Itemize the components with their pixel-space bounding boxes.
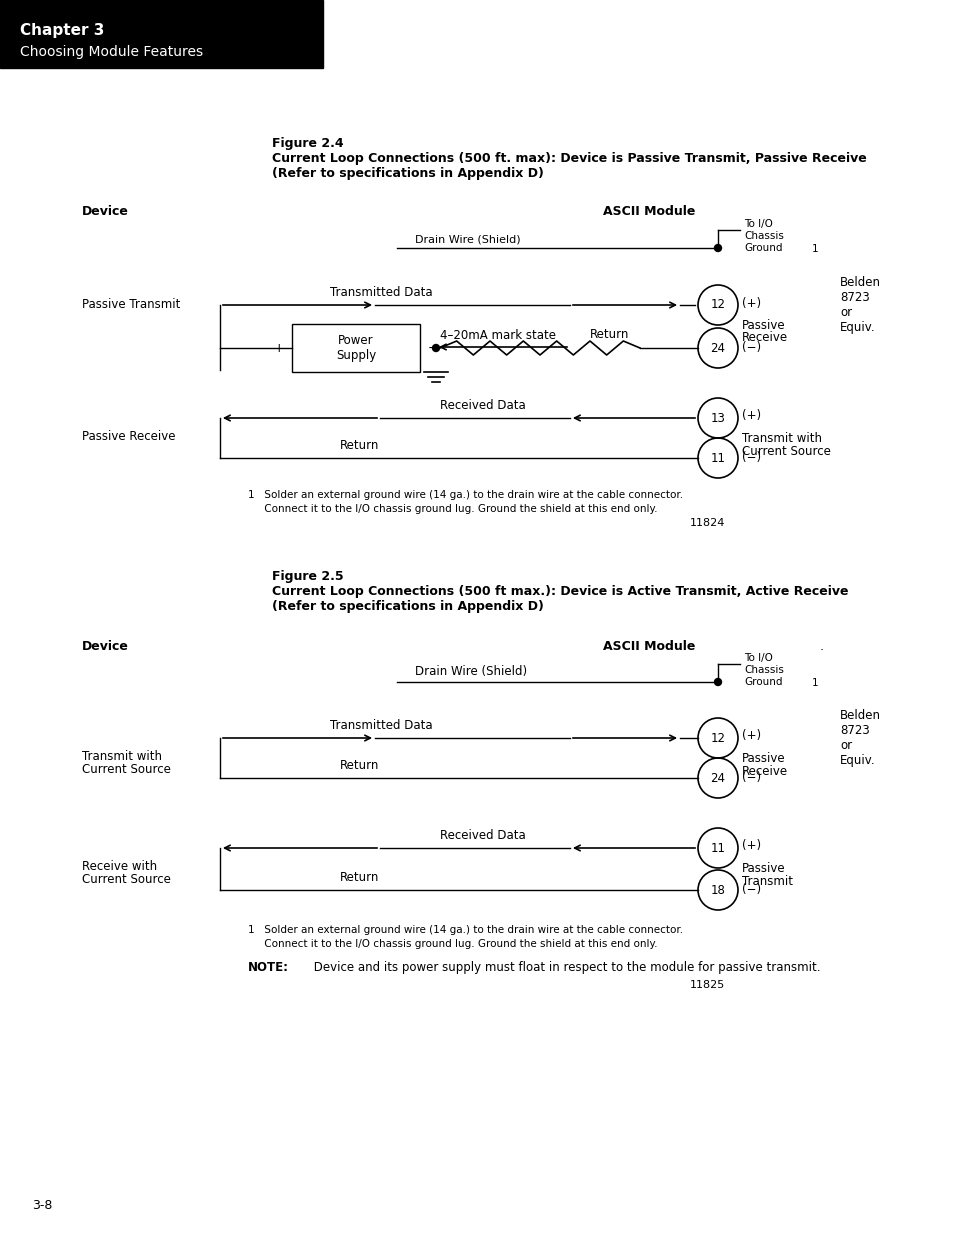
Text: Belden
8723
or
Equiv.: Belden 8723 or Equiv. [840, 709, 880, 767]
Text: (Refer to specifications in Appendix D): (Refer to specifications in Appendix D) [272, 167, 543, 180]
Text: Passive: Passive [741, 862, 785, 876]
Text: Drain Wire (Shield): Drain Wire (Shield) [415, 664, 527, 678]
Text: (+): (+) [741, 840, 760, 852]
Text: Received Data: Received Data [439, 399, 525, 412]
Text: Receive: Receive [741, 764, 787, 778]
Text: 3-8: 3-8 [32, 1199, 52, 1212]
Text: Current Source: Current Source [82, 763, 171, 776]
Text: Return: Return [340, 760, 379, 772]
Text: 1: 1 [811, 678, 818, 688]
Text: Transmitted Data: Transmitted Data [330, 719, 432, 732]
Text: 4–20mA mark state: 4–20mA mark state [439, 329, 556, 342]
Circle shape [432, 345, 439, 352]
Text: 24: 24 [710, 772, 724, 784]
Text: Power
Supply: Power Supply [335, 333, 375, 362]
Text: Transmitted Data: Transmitted Data [330, 287, 432, 299]
Text: (−): (−) [741, 883, 760, 897]
Text: Transmit: Transmit [741, 876, 792, 888]
Text: (−): (−) [741, 342, 760, 354]
Text: Transmit with: Transmit with [741, 432, 821, 445]
Text: 13: 13 [710, 411, 724, 425]
Text: Figure 2.4: Figure 2.4 [272, 137, 343, 149]
Text: 24: 24 [710, 342, 724, 354]
Text: Return: Return [340, 438, 379, 452]
Text: Receive with: Receive with [82, 860, 157, 873]
Text: Drain Wire (Shield): Drain Wire (Shield) [415, 233, 520, 245]
Text: Current Loop Connections (500 ft max.): Device is Active Transmit, Active Receiv: Current Loop Connections (500 ft max.): … [272, 585, 847, 598]
Text: −: − [428, 342, 438, 354]
Text: .: . [820, 640, 823, 653]
Text: 11: 11 [710, 452, 724, 464]
Text: 1: 1 [811, 245, 818, 254]
Text: Belden
8723
or
Equiv.: Belden 8723 or Equiv. [840, 275, 880, 333]
Text: Receive: Receive [741, 331, 787, 345]
Text: 12: 12 [710, 731, 724, 745]
Text: Return: Return [590, 329, 629, 341]
Text: ASCII Module: ASCII Module [602, 640, 695, 653]
Text: Current Source: Current Source [82, 873, 171, 885]
Text: 18: 18 [710, 883, 724, 897]
Text: 1   Solder an external ground wire (14 ga.) to the drain wire at the cable conne: 1 Solder an external ground wire (14 ga.… [248, 925, 682, 935]
Text: (+): (+) [741, 410, 760, 422]
Text: 1   Solder an external ground wire (14 ga.) to the drain wire at the cable conne: 1 Solder an external ground wire (14 ga.… [248, 490, 682, 500]
Text: (Refer to specifications in Appendix D): (Refer to specifications in Appendix D) [272, 600, 543, 613]
Text: 11824: 11824 [689, 517, 724, 529]
Text: +: + [274, 342, 284, 354]
Bar [0, 0, 323, 68]
Text: 11825: 11825 [689, 981, 724, 990]
Text: 12: 12 [710, 299, 724, 311]
Text: Device: Device [82, 205, 129, 219]
Text: Current Loop Connections (500 ft. max): Device is Passive Transmit, Passive Rece: Current Loop Connections (500 ft. max): … [272, 152, 866, 165]
Text: Passive: Passive [741, 752, 785, 764]
Text: Passive Transmit: Passive Transmit [82, 299, 180, 311]
Circle shape [714, 678, 720, 685]
Text: Connect it to the I/O chassis ground lug. Ground the shield at this end only.: Connect it to the I/O chassis ground lug… [248, 504, 657, 514]
Text: Figure 2.5: Figure 2.5 [272, 571, 343, 583]
Text: Choosing Module Features: Choosing Module Features [20, 44, 203, 59]
Circle shape [714, 245, 720, 252]
Text: Transmit with: Transmit with [82, 750, 162, 763]
Text: Device and its power supply must float in respect to the module for passive tran: Device and its power supply must float i… [310, 961, 820, 974]
Text: Connect it to the I/O chassis ground lug. Ground the shield at this end only.: Connect it to the I/O chassis ground lug… [248, 939, 657, 948]
Text: Chapter 3: Chapter 3 [20, 22, 104, 37]
Text: Received Data: Received Data [439, 829, 525, 842]
Text: Passive Receive: Passive Receive [82, 430, 175, 443]
Text: (+): (+) [741, 296, 760, 310]
Text: 11: 11 [710, 841, 724, 855]
Text: To I/O
Chassis
Ground: To I/O Chassis Ground [743, 653, 783, 687]
Bar [292, 324, 419, 372]
Text: Current Source: Current Source [741, 445, 830, 458]
Text: (−): (−) [741, 452, 760, 464]
Text: (+): (+) [741, 730, 760, 742]
Text: To I/O
Chassis
Ground: To I/O Chassis Ground [743, 220, 783, 253]
Text: Return: Return [340, 871, 379, 884]
Text: (−): (−) [741, 772, 760, 784]
Text: NOTE:: NOTE: [248, 961, 289, 974]
Text: Passive: Passive [741, 319, 785, 332]
Text: Device: Device [82, 640, 129, 653]
Text: ASCII Module: ASCII Module [602, 205, 695, 219]
